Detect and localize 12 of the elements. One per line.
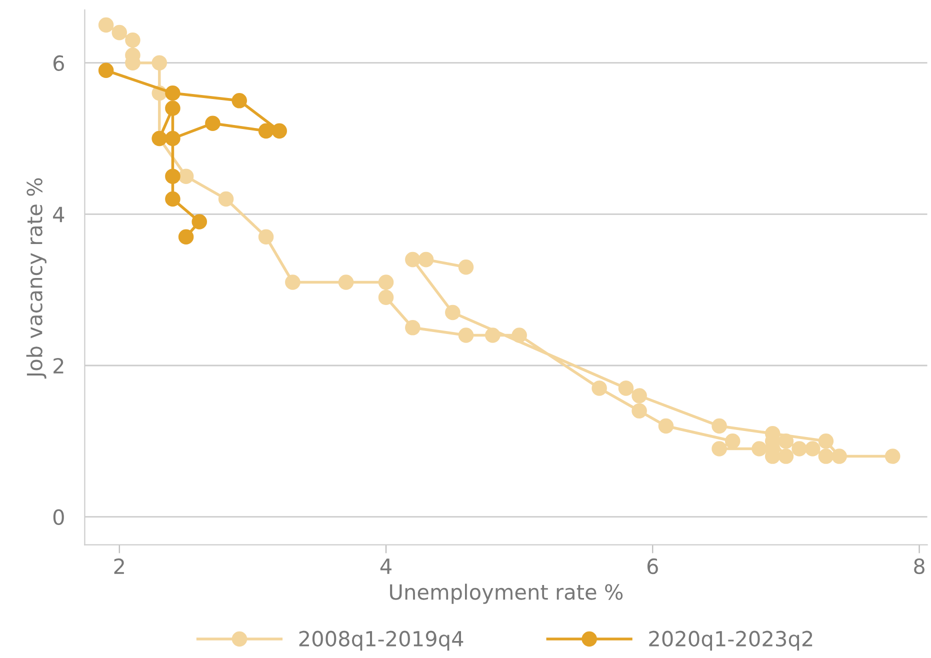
y-tick-label: 6 <box>53 55 64 72</box>
y-tick-label: 4 <box>53 206 64 222</box>
y-tick-label: 2 <box>54 358 64 374</box>
legend-label: 2020q1-2023q2 <box>649 630 812 651</box>
x-tick-label: 2 <box>114 558 124 574</box>
x-axis-title: Unemployment rate % <box>390 584 623 604</box>
y-axis-title: Job vacancy rate % <box>26 178 46 379</box>
x-tick-label: 6 <box>647 558 658 574</box>
x-tick-label: 4 <box>380 558 392 574</box>
legend-label: 2008q1-2019q4 <box>299 630 464 651</box>
y-tick-label: 0 <box>53 509 64 526</box>
x-tick-label: 8 <box>914 558 924 574</box>
